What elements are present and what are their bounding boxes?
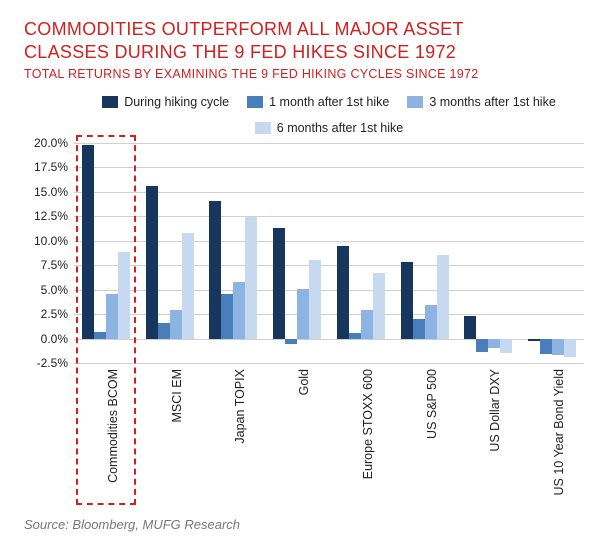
bar-set bbox=[265, 143, 329, 363]
bar bbox=[361, 310, 373, 338]
bar bbox=[476, 339, 488, 353]
bar bbox=[309, 260, 321, 338]
legend-swatch bbox=[247, 96, 263, 108]
legend-label: 6 months after 1st hike bbox=[277, 121, 403, 135]
bar bbox=[273, 228, 285, 338]
bar bbox=[528, 339, 540, 342]
bar bbox=[94, 332, 106, 339]
y-tick-label: 10.0% bbox=[34, 234, 68, 248]
legend-item: 3 months after 1st hike bbox=[407, 95, 555, 109]
bar-set bbox=[457, 143, 521, 363]
bar-set bbox=[138, 143, 202, 363]
bar bbox=[564, 339, 576, 358]
legend-item: 6 months after 1st hike bbox=[255, 121, 403, 135]
y-tick-label: 0.0% bbox=[41, 332, 68, 346]
chart-title-line1: COMMODITIES OUTPERFORM ALL MAJOR ASSET bbox=[24, 18, 592, 41]
bar bbox=[233, 282, 245, 339]
x-tick-label: MSCI EM bbox=[170, 369, 184, 422]
chart-container: COMMODITIES OUTPERFORM ALL MAJOR ASSET C… bbox=[0, 0, 616, 538]
legend-item: During hiking cycle bbox=[102, 95, 229, 109]
bar bbox=[245, 217, 257, 338]
bar bbox=[146, 186, 158, 339]
x-tick-label: US S&P 500 bbox=[425, 369, 439, 439]
x-label-cell: Japan TOPIX bbox=[202, 363, 266, 513]
x-label-cell: US 10 Year Bond Yield bbox=[520, 363, 584, 513]
bar bbox=[500, 339, 512, 354]
legend-label: During hiking cycle bbox=[124, 95, 229, 109]
x-tick-label: US Dollar DXY bbox=[488, 369, 502, 452]
legend: During hiking cycle 1 month after 1st hik… bbox=[24, 95, 592, 135]
bar-group bbox=[329, 143, 393, 363]
bar bbox=[540, 339, 552, 355]
x-tick-label: Gold bbox=[297, 369, 311, 395]
x-axis-labels: Commodities BCOM MSCI EM Japan TOPIX Gold Eu… bbox=[74, 363, 584, 513]
bar bbox=[118, 252, 130, 339]
bar-group bbox=[202, 143, 266, 363]
legend-item: 1 month after 1st hike bbox=[247, 95, 389, 109]
y-tick-label: 20.0% bbox=[34, 136, 68, 150]
chart-title-line2: CLASSES DURING THE 9 FED HIKES SINCE 197… bbox=[24, 41, 592, 64]
bar-group bbox=[265, 143, 329, 363]
y-tick-label: 5.0% bbox=[41, 283, 68, 297]
bar bbox=[158, 323, 170, 339]
chart-zone: During hiking cycle 1 month after 1st hik… bbox=[24, 95, 592, 513]
bar-group bbox=[457, 143, 521, 363]
x-tick-label: US 10 Year Bond Yield bbox=[552, 369, 566, 496]
bar-set bbox=[393, 143, 457, 363]
y-tick-label: 17.5% bbox=[34, 160, 68, 174]
bar bbox=[182, 233, 194, 339]
bar bbox=[285, 339, 297, 345]
x-label-cell: US S&P 500 bbox=[393, 363, 457, 513]
bar-group bbox=[520, 143, 584, 363]
x-label-cell: Europe STOXX 600 bbox=[329, 363, 393, 513]
bar-group bbox=[393, 143, 457, 363]
bar bbox=[425, 305, 437, 338]
bar bbox=[373, 273, 385, 339]
y-tick-label: -2.5% bbox=[37, 356, 68, 370]
legend-swatch bbox=[407, 96, 423, 108]
bar bbox=[297, 289, 309, 339]
y-tick-label: 2.5% bbox=[41, 307, 68, 321]
y-tick-label: 12.5% bbox=[34, 209, 68, 223]
bar bbox=[552, 339, 564, 356]
legend-label: 3 months after 1st hike bbox=[429, 95, 555, 109]
x-tick-label: Commodities BCOM bbox=[106, 369, 120, 483]
y-tick-label: 7.5% bbox=[41, 258, 68, 272]
bar bbox=[106, 294, 118, 339]
bar bbox=[221, 294, 233, 339]
bar bbox=[401, 262, 413, 338]
bar bbox=[349, 333, 361, 339]
x-label-cell: MSCI EM bbox=[138, 363, 202, 513]
bar bbox=[437, 255, 449, 338]
bar bbox=[488, 339, 500, 349]
legend-label: 1 month after 1st hike bbox=[269, 95, 389, 109]
x-tick-label: Japan TOPIX bbox=[233, 369, 247, 444]
bar-group bbox=[74, 143, 138, 363]
bar-group bbox=[138, 143, 202, 363]
bar-groups bbox=[74, 143, 584, 363]
bar-set bbox=[202, 143, 266, 363]
bar bbox=[413, 319, 425, 339]
bar-set bbox=[520, 143, 584, 363]
x-label-cell: Gold bbox=[265, 363, 329, 513]
y-tick-label: 15.0% bbox=[34, 185, 68, 199]
x-label-cell: US Dollar DXY bbox=[457, 363, 521, 513]
bar bbox=[209, 201, 221, 339]
bar bbox=[464, 316, 476, 338]
bar bbox=[170, 310, 182, 338]
chart-subtitle: TOTAL RETURNS BY EXAMINING THE 9 FED HIK… bbox=[24, 67, 592, 81]
bar bbox=[337, 246, 349, 339]
legend-swatch bbox=[255, 122, 271, 134]
x-label-cell: Commodities BCOM bbox=[74, 363, 138, 513]
plot-area: -2.5%0.0%2.5%5.0%7.5%10.0%12.5%15.0%17.5… bbox=[74, 143, 584, 363]
x-tick-label: Europe STOXX 600 bbox=[361, 369, 375, 479]
bar-set bbox=[74, 143, 138, 363]
bar bbox=[82, 145, 94, 339]
source-citation: Source: Bloomberg, MUFG Research bbox=[24, 517, 592, 532]
bar-set bbox=[329, 143, 393, 363]
legend-swatch bbox=[102, 96, 118, 108]
